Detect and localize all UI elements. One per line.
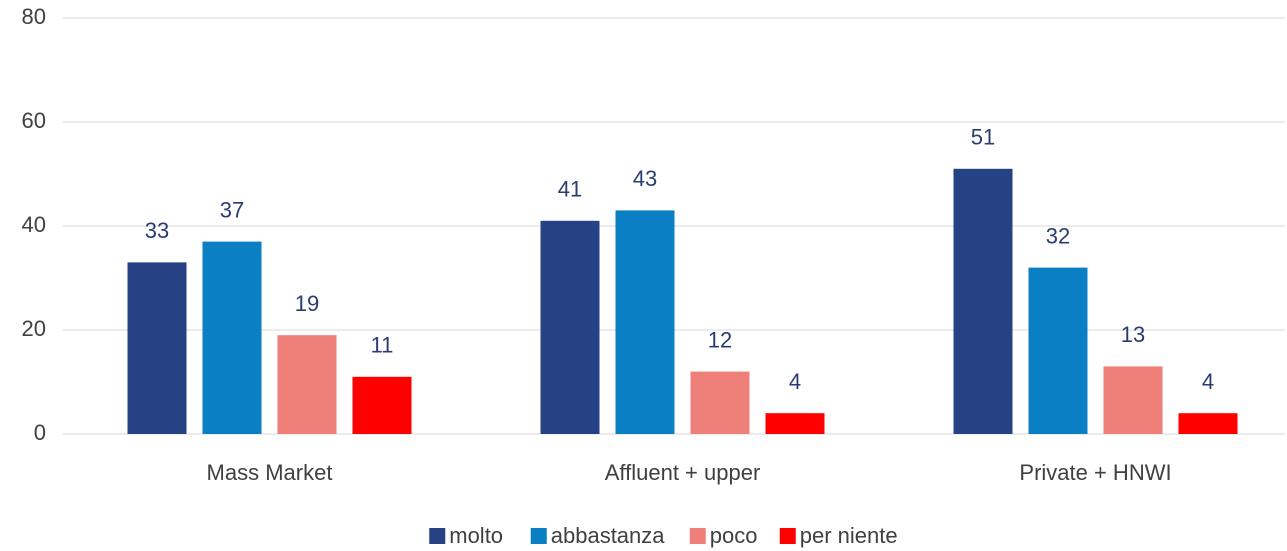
bar <box>765 413 825 434</box>
data-label: 19 <box>295 291 319 316</box>
legend-swatch <box>779 528 796 544</box>
x-tick-label: Mass Market <box>207 460 333 485</box>
bar <box>127 262 187 434</box>
bar <box>953 168 1013 435</box>
y-tick-label: 80 <box>22 4 46 29</box>
y-tick-label: 20 <box>22 316 46 341</box>
bar <box>1178 413 1238 434</box>
x-tick-label: Affluent + upper <box>605 460 761 485</box>
x-tick-label: Private + HNWI <box>1019 460 1171 485</box>
data-label: 37 <box>220 197 244 222</box>
data-label: 11 <box>371 333 394 358</box>
bar <box>352 376 412 434</box>
legend-label: poco <box>710 523 758 548</box>
y-tick-label: 60 <box>22 108 46 133</box>
legend-swatch <box>429 528 446 544</box>
data-label: 33 <box>145 218 169 243</box>
data-label: 4 <box>1202 369 1214 394</box>
legend-swatch <box>689 528 706 544</box>
legend-label: per niente <box>800 523 898 548</box>
bar <box>615 210 675 434</box>
bar <box>540 220 600 434</box>
data-label: 41 <box>558 177 582 202</box>
y-tick-label: 40 <box>22 212 46 237</box>
legend-label: molto <box>449 523 503 548</box>
bar <box>690 371 750 434</box>
data-label: 13 <box>1121 322 1145 347</box>
bar <box>1103 366 1163 434</box>
data-label: 12 <box>708 327 732 352</box>
bar <box>202 241 262 434</box>
data-label: 51 <box>971 125 995 150</box>
data-label: 43 <box>633 166 657 191</box>
bar <box>277 335 337 434</box>
bar <box>1028 267 1088 434</box>
y-tick-label: 0 <box>34 420 46 445</box>
legend-swatch <box>530 528 547 544</box>
legend-label: abbastanza <box>551 523 666 548</box>
data-label: 4 <box>789 369 801 394</box>
data-label: 32 <box>1046 223 1070 248</box>
